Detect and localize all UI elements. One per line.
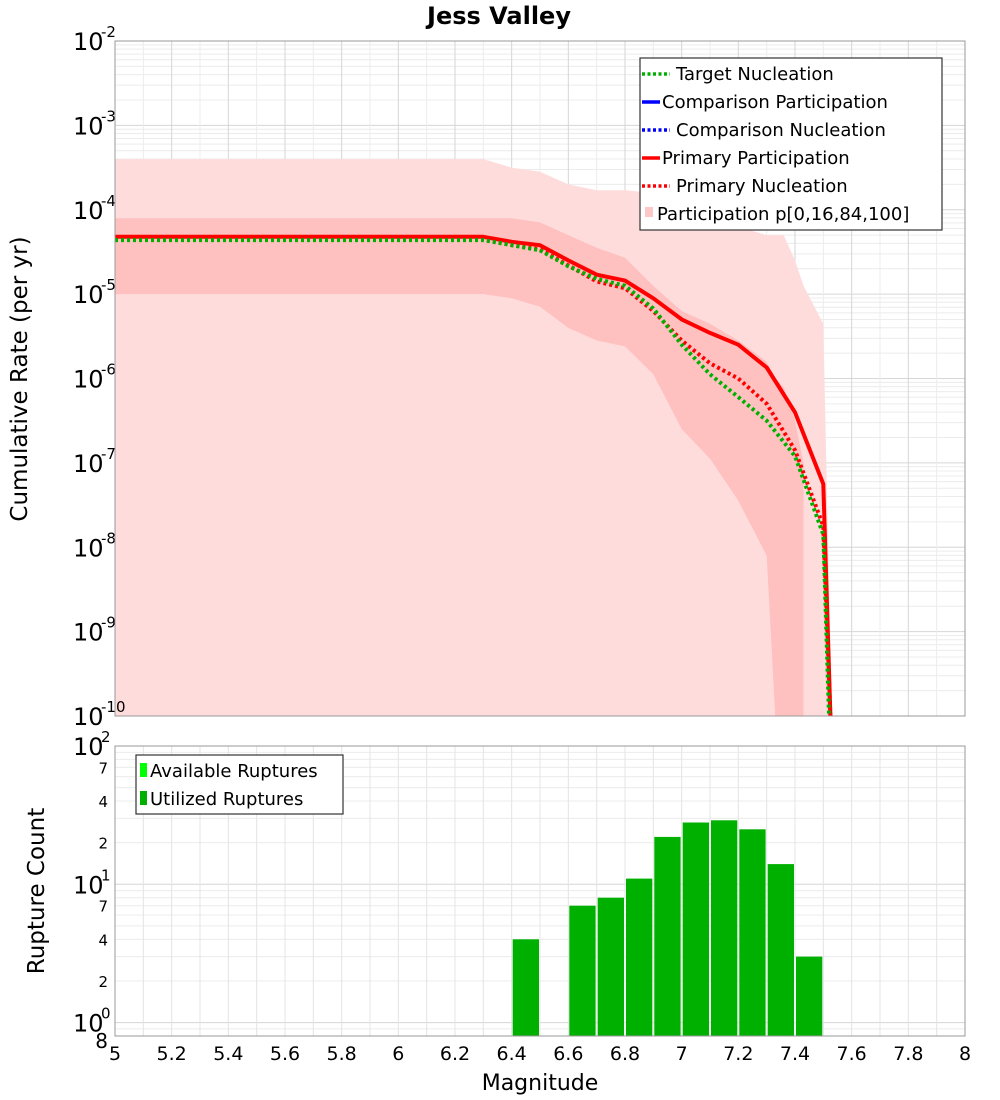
- legend-swatch-participation-band: [645, 207, 653, 217]
- y-tick-label: 10: [73, 197, 104, 225]
- bar-utilized-ruptures: [739, 829, 766, 1036]
- y-tick-label: 10: [73, 619, 104, 647]
- x-tick-label: 5.6: [270, 1043, 300, 1065]
- y-tick-exponent: 2: [101, 728, 111, 746]
- y-axis-label-bottom: Rupture Count: [24, 808, 50, 974]
- bar-utilized-ruptures: [597, 897, 624, 1036]
- x-tick-labels: 5 5.2 5.4 5.6 5.8 6 6.2 6.4 6.6 6.8 7 7.2 7.4 7.6 7.8 8: [109, 1043, 971, 1065]
- legend-top: Target Nucleation Comparison Participati…: [639, 57, 943, 231]
- plot-border-top: [114, 40, 966, 717]
- legend-label-target-nucleation: Target Nucleation: [675, 64, 834, 85]
- y-tick-label: 10: [73, 703, 104, 731]
- y-minor-tick-label: 7: [98, 898, 108, 916]
- y-minor-tick-label: 8: [95, 1029, 108, 1053]
- y-axis-label-top: Cumulative Rate (per yr): [7, 236, 33, 521]
- legend-label-utilized: Utilized Ruptures: [150, 789, 303, 810]
- x-tick-label: 7.4: [780, 1043, 810, 1065]
- y-minor-tick-label: 2: [98, 835, 108, 853]
- x-tick-label: 5.2: [157, 1043, 187, 1065]
- x-tick-label: 5: [109, 1043, 121, 1065]
- x-tick-label: 6.6: [553, 1043, 583, 1065]
- y-tick-label: 10: [73, 1010, 104, 1038]
- x-tick-label: 7: [676, 1043, 688, 1065]
- x-tick-label: 7.2: [723, 1043, 753, 1065]
- y-tick-exponent: -4: [101, 192, 116, 210]
- y-tick-labels-top: 10-210-310-410-510-610-710-810-910-10: [73, 23, 126, 731]
- y-tick-label: 10: [73, 733, 104, 761]
- series-line-primary-participation: [115, 234, 833, 716]
- plot-border-bottom: [114, 745, 966, 1037]
- series-line-target-nucleation: [115, 238, 831, 716]
- y-minor-tick-label: 4: [98, 931, 108, 949]
- y-tick-label: 10: [73, 450, 104, 478]
- x-tick-label: 6: [392, 1043, 404, 1065]
- legend-swatch-available: [140, 763, 147, 777]
- bar-utilized-ruptures: [569, 905, 596, 1036]
- x-tick-label: 6.8: [610, 1043, 640, 1065]
- bar-utilized-ruptures: [682, 822, 709, 1036]
- y-tick-exponent: 0: [101, 1005, 111, 1023]
- bar-utilized-ruptures: [767, 864, 794, 1036]
- band-inner-p16-p84: [115, 218, 804, 716]
- y-minor-tick-label: 4: [98, 793, 108, 811]
- y-tick-label: 10: [73, 871, 104, 899]
- legend-label-available: Available Ruptures: [150, 761, 318, 782]
- bar-utilized-ruptures: [796, 956, 823, 1036]
- legend-box-top: [639, 57, 943, 231]
- y-minor-tick-label: 7: [98, 759, 108, 777]
- x-tick-label: 8: [959, 1043, 971, 1065]
- y-tick-label: 10: [73, 112, 104, 140]
- legend-box-bottom: [135, 754, 344, 815]
- chart-title: Jess Valley: [425, 2, 571, 30]
- y-tick-label: 10: [73, 534, 104, 562]
- bar-utilized-ruptures: [711, 820, 738, 1036]
- x-tick-label: 5.4: [213, 1043, 243, 1065]
- x-tick-label: 5.8: [327, 1043, 357, 1065]
- y-minor-tick-label: 2: [98, 973, 108, 991]
- x-tick-label: 6.2: [440, 1043, 470, 1065]
- y-tick-exponent: 1: [101, 866, 111, 884]
- x-tick-label: 7.8: [893, 1043, 923, 1065]
- legend-label-primary-participation: Primary Participation: [662, 148, 850, 169]
- x-axis-label: Magnitude: [482, 1071, 599, 1096]
- y-tick-exponent: -3: [101, 107, 116, 125]
- y-tick-exponent: -10: [101, 698, 126, 716]
- y-tick-label: 10: [73, 366, 104, 394]
- y-tick-exponent: -7: [101, 445, 116, 463]
- x-tick-label: 6.4: [497, 1043, 527, 1065]
- y-tick-label: 10: [73, 28, 104, 56]
- bar-utilized-ruptures: [626, 878, 653, 1036]
- legend-swatch-utilized: [140, 791, 147, 805]
- bar-utilized-ruptures: [512, 939, 539, 1036]
- bar-utilized-ruptures: [654, 836, 681, 1036]
- y-tick-exponent: -6: [101, 361, 116, 379]
- legend-label-participation-band: Participation p[0,16,84,100]: [657, 204, 909, 225]
- rupture-bars: [512, 820, 823, 1036]
- legend-bottom: Available Ruptures Utilized Ruptures: [135, 754, 344, 815]
- percentile-bands: [115, 159, 832, 717]
- legend-label-comparison-participation: Comparison Participation: [662, 92, 888, 113]
- y-tick-exponent: -8: [101, 529, 116, 547]
- y-tick-exponent: -9: [101, 614, 116, 632]
- y-tick-label: 10: [73, 281, 104, 309]
- series-lines: [115, 234, 833, 716]
- legend-label-primary-nucleation: Primary Nucleation: [676, 176, 848, 197]
- x-tick-label: 7.6: [837, 1043, 867, 1065]
- y-tick-exponent: -2: [101, 23, 116, 41]
- legend-label-comparison-nucleation: Comparison Nucleation: [676, 120, 886, 141]
- y-tick-exponent: -5: [101, 276, 116, 294]
